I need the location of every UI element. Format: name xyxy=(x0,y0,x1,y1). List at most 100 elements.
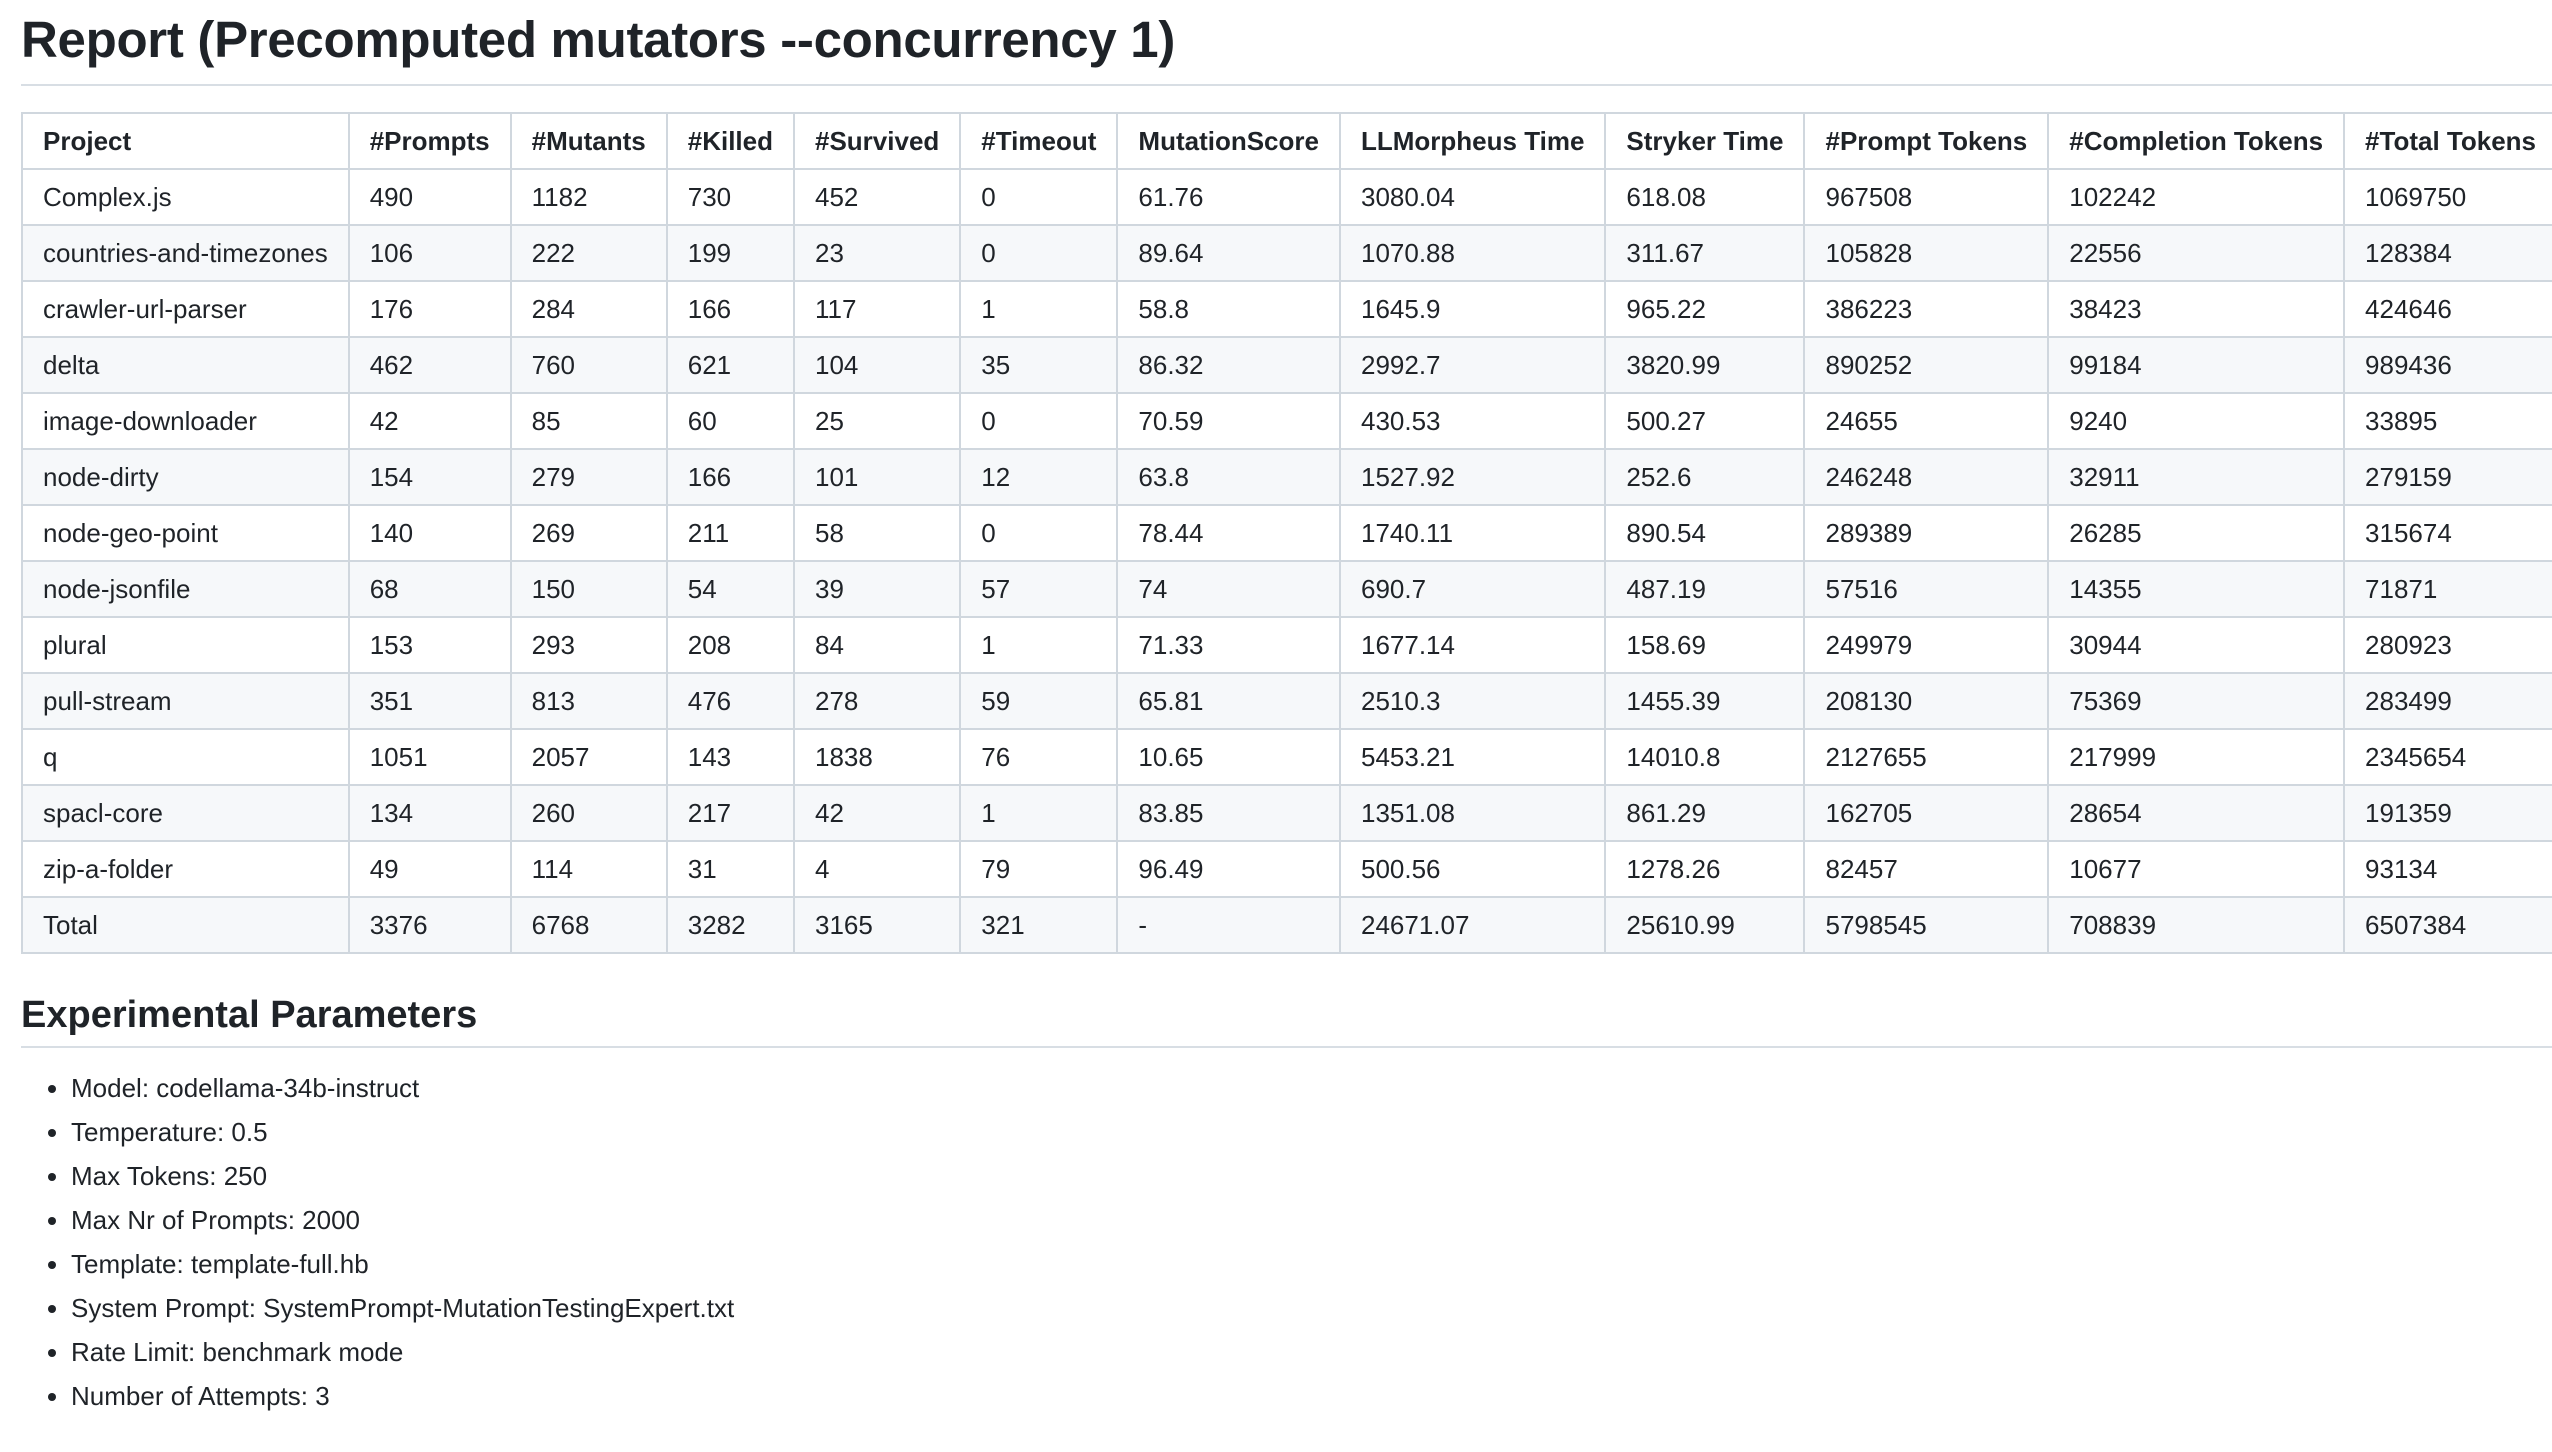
parameters-list: Model: codellama-34b-instructTemperature… xyxy=(21,1066,2552,1418)
project-name-cell: spacl-core xyxy=(21,784,350,842)
table-cell: 965.22 xyxy=(1604,280,1806,338)
parameter-item: Model: codellama-34b-instruct xyxy=(71,1066,2552,1110)
table-cell: 3080.04 xyxy=(1338,168,1607,226)
table-cell: 760 xyxy=(509,336,668,394)
table-cell: 12 xyxy=(959,448,1119,506)
project-name-cell: countries-and-timezones xyxy=(21,224,350,282)
parameter-item: Max Tokens: 250 xyxy=(71,1154,2552,1198)
table-cell: 102242 xyxy=(2047,168,2346,226)
table-cell: 143 xyxy=(665,728,796,786)
table-cell: 490 xyxy=(347,168,512,226)
table-cell: 252.6 xyxy=(1604,448,1806,506)
table-cell: 79 xyxy=(959,840,1119,898)
table-row: plural 153 293 208 84 1 71.33 1677.14 158.69 2499… xyxy=(21,616,2552,674)
project-name-cell: delta xyxy=(21,336,350,394)
table-cell: 0 xyxy=(959,168,1119,226)
table-cell: 351 xyxy=(347,672,512,730)
parameter-item: Template: template-full.hb xyxy=(71,1242,2552,1286)
table-cell: 487.19 xyxy=(1604,560,1806,618)
table-cell: 430.53 xyxy=(1338,392,1607,450)
table-cell: 93134 xyxy=(2343,840,2552,898)
table-cell: 813 xyxy=(509,672,668,730)
table-cell: 70.59 xyxy=(1116,392,1341,450)
table-cell: 30944 xyxy=(2047,616,2346,674)
parameter-item: Temperature: 0.5 xyxy=(71,1110,2552,1154)
table-row: countries-and-timezones 106 222 199 23 0 89.64… xyxy=(21,224,2552,282)
table-cell: 1740.11 xyxy=(1338,504,1607,562)
table-cell: 28654 xyxy=(2047,784,2346,842)
table-cell: 54 xyxy=(665,560,796,618)
parameter-item: System Prompt: SystemPrompt-MutationTest… xyxy=(71,1286,2552,1330)
table-cell: 31 xyxy=(665,840,796,898)
table-row: image-downloader 42 85 60 25 0 70.59 430.53 500.… xyxy=(21,392,2552,450)
table-cell: 38423 xyxy=(2047,280,2346,338)
table-cell: 63.8 xyxy=(1116,448,1341,506)
column-header-mutants: #Mutants xyxy=(509,112,668,170)
table-cell: 1677.14 xyxy=(1338,616,1607,674)
table-row: node-dirty 154 279 166 101 12 63.8 1527.92 252.6… xyxy=(21,448,2552,506)
table-cell: 35 xyxy=(959,336,1119,394)
report-table-header: Project #Prompts #Mutants #Killed #Survi… xyxy=(21,112,2552,170)
project-name-cell: image-downloader xyxy=(21,392,350,450)
project-name-cell: plural xyxy=(21,616,350,674)
table-cell: 311.67 xyxy=(1604,224,1806,282)
table-cell: 2992.7 xyxy=(1338,336,1607,394)
table-cell: 14010.8 xyxy=(1604,728,1806,786)
project-name-cell: crawler-url-parser xyxy=(21,280,350,338)
table-cell: 1351.08 xyxy=(1338,784,1607,842)
header-row: Project #Prompts #Mutants #Killed #Survi… xyxy=(21,112,2552,170)
project-name-cell: Complex.js xyxy=(21,168,350,226)
table-cell: 105828 xyxy=(1803,224,2050,282)
table-cell: 71.33 xyxy=(1116,616,1341,674)
table-row: crawler-url-parser 176 284 166 117 1 58.8 1645.… xyxy=(21,280,2552,338)
table-cell: 101 xyxy=(792,448,962,506)
column-header-completion-tokens: #Completion Tokens xyxy=(2047,112,2346,170)
column-header-project: Project xyxy=(21,112,350,170)
table-cell: 9240 xyxy=(2047,392,2346,450)
table-row: spacl-core 134 260 217 42 1 83.85 1351.08 861.29… xyxy=(21,784,2552,842)
table-cell: 618.08 xyxy=(1604,168,1806,226)
table-cell: 1 xyxy=(959,280,1119,338)
table-cell: 280923 xyxy=(2343,616,2552,674)
table-cell: 260 xyxy=(509,784,668,842)
table-cell: 730 xyxy=(665,168,796,226)
project-name-cell: node-dirty xyxy=(21,448,350,506)
table-cell: 315674 xyxy=(2343,504,2552,562)
table-cell: 96.49 xyxy=(1116,840,1341,898)
table-cell: 154 xyxy=(347,448,512,506)
parameter-item: Number of Attempts: 3 xyxy=(71,1374,2552,1418)
report-table: Project #Prompts #Mutants #Killed #Survi… xyxy=(21,112,2552,954)
table-cell: 25610.99 xyxy=(1604,896,1806,954)
column-header-killed: #Killed xyxy=(665,112,796,170)
table-cell: 293 xyxy=(509,616,668,674)
table-cell: 176 xyxy=(347,280,512,338)
page: Report (Precomputed mutators --concurren… xyxy=(21,0,2552,1418)
table-cell: 6507384 xyxy=(2343,896,2552,954)
column-header-mutation-score: MutationScore xyxy=(1116,112,1341,170)
table-row-total: Total 3376 6768 3282 3165 321-24671.07 25610.9… xyxy=(21,896,2552,954)
table-cell: 1182 xyxy=(509,168,668,226)
table-cell: 74 xyxy=(1116,560,1341,618)
table-cell: 0 xyxy=(959,392,1119,450)
table-cell: 42 xyxy=(792,784,962,842)
table-cell: 68 xyxy=(347,560,512,618)
table-cell: 989436 xyxy=(2343,336,2552,394)
parameter-item: Rate Limit: benchmark mode xyxy=(71,1330,2552,1374)
table-cell: 1645.9 xyxy=(1338,280,1607,338)
table-cell: 22556 xyxy=(2047,224,2346,282)
table-cell: 58 xyxy=(792,504,962,562)
project-name-cell: node-jsonfile xyxy=(21,560,350,618)
table-cell: - xyxy=(1116,896,1341,954)
table-cell: 82457 xyxy=(1803,840,2050,898)
column-header-stryker-time: Stryker Time xyxy=(1604,112,1806,170)
parameters-heading: Experimental Parameters xyxy=(21,990,2552,1048)
table-cell: 1069750 xyxy=(2343,168,2552,226)
table-cell: 49 xyxy=(347,840,512,898)
table-row: zip-a-folder 49 114 31 4 79 96.49 500.56 1278.26… xyxy=(21,840,2552,898)
table-row: pull-stream 351 813 476 278 59 65.81 2510.3 1455… xyxy=(21,672,2552,730)
table-cell: 10677 xyxy=(2047,840,2346,898)
table-cell: 24655 xyxy=(1803,392,2050,450)
table-cell: 42 xyxy=(347,392,512,450)
table-cell: 279159 xyxy=(2343,448,2552,506)
report-table-body: Complex.js 490 1182 730 452 0 61.76 3080.04 618.… xyxy=(21,168,2552,954)
